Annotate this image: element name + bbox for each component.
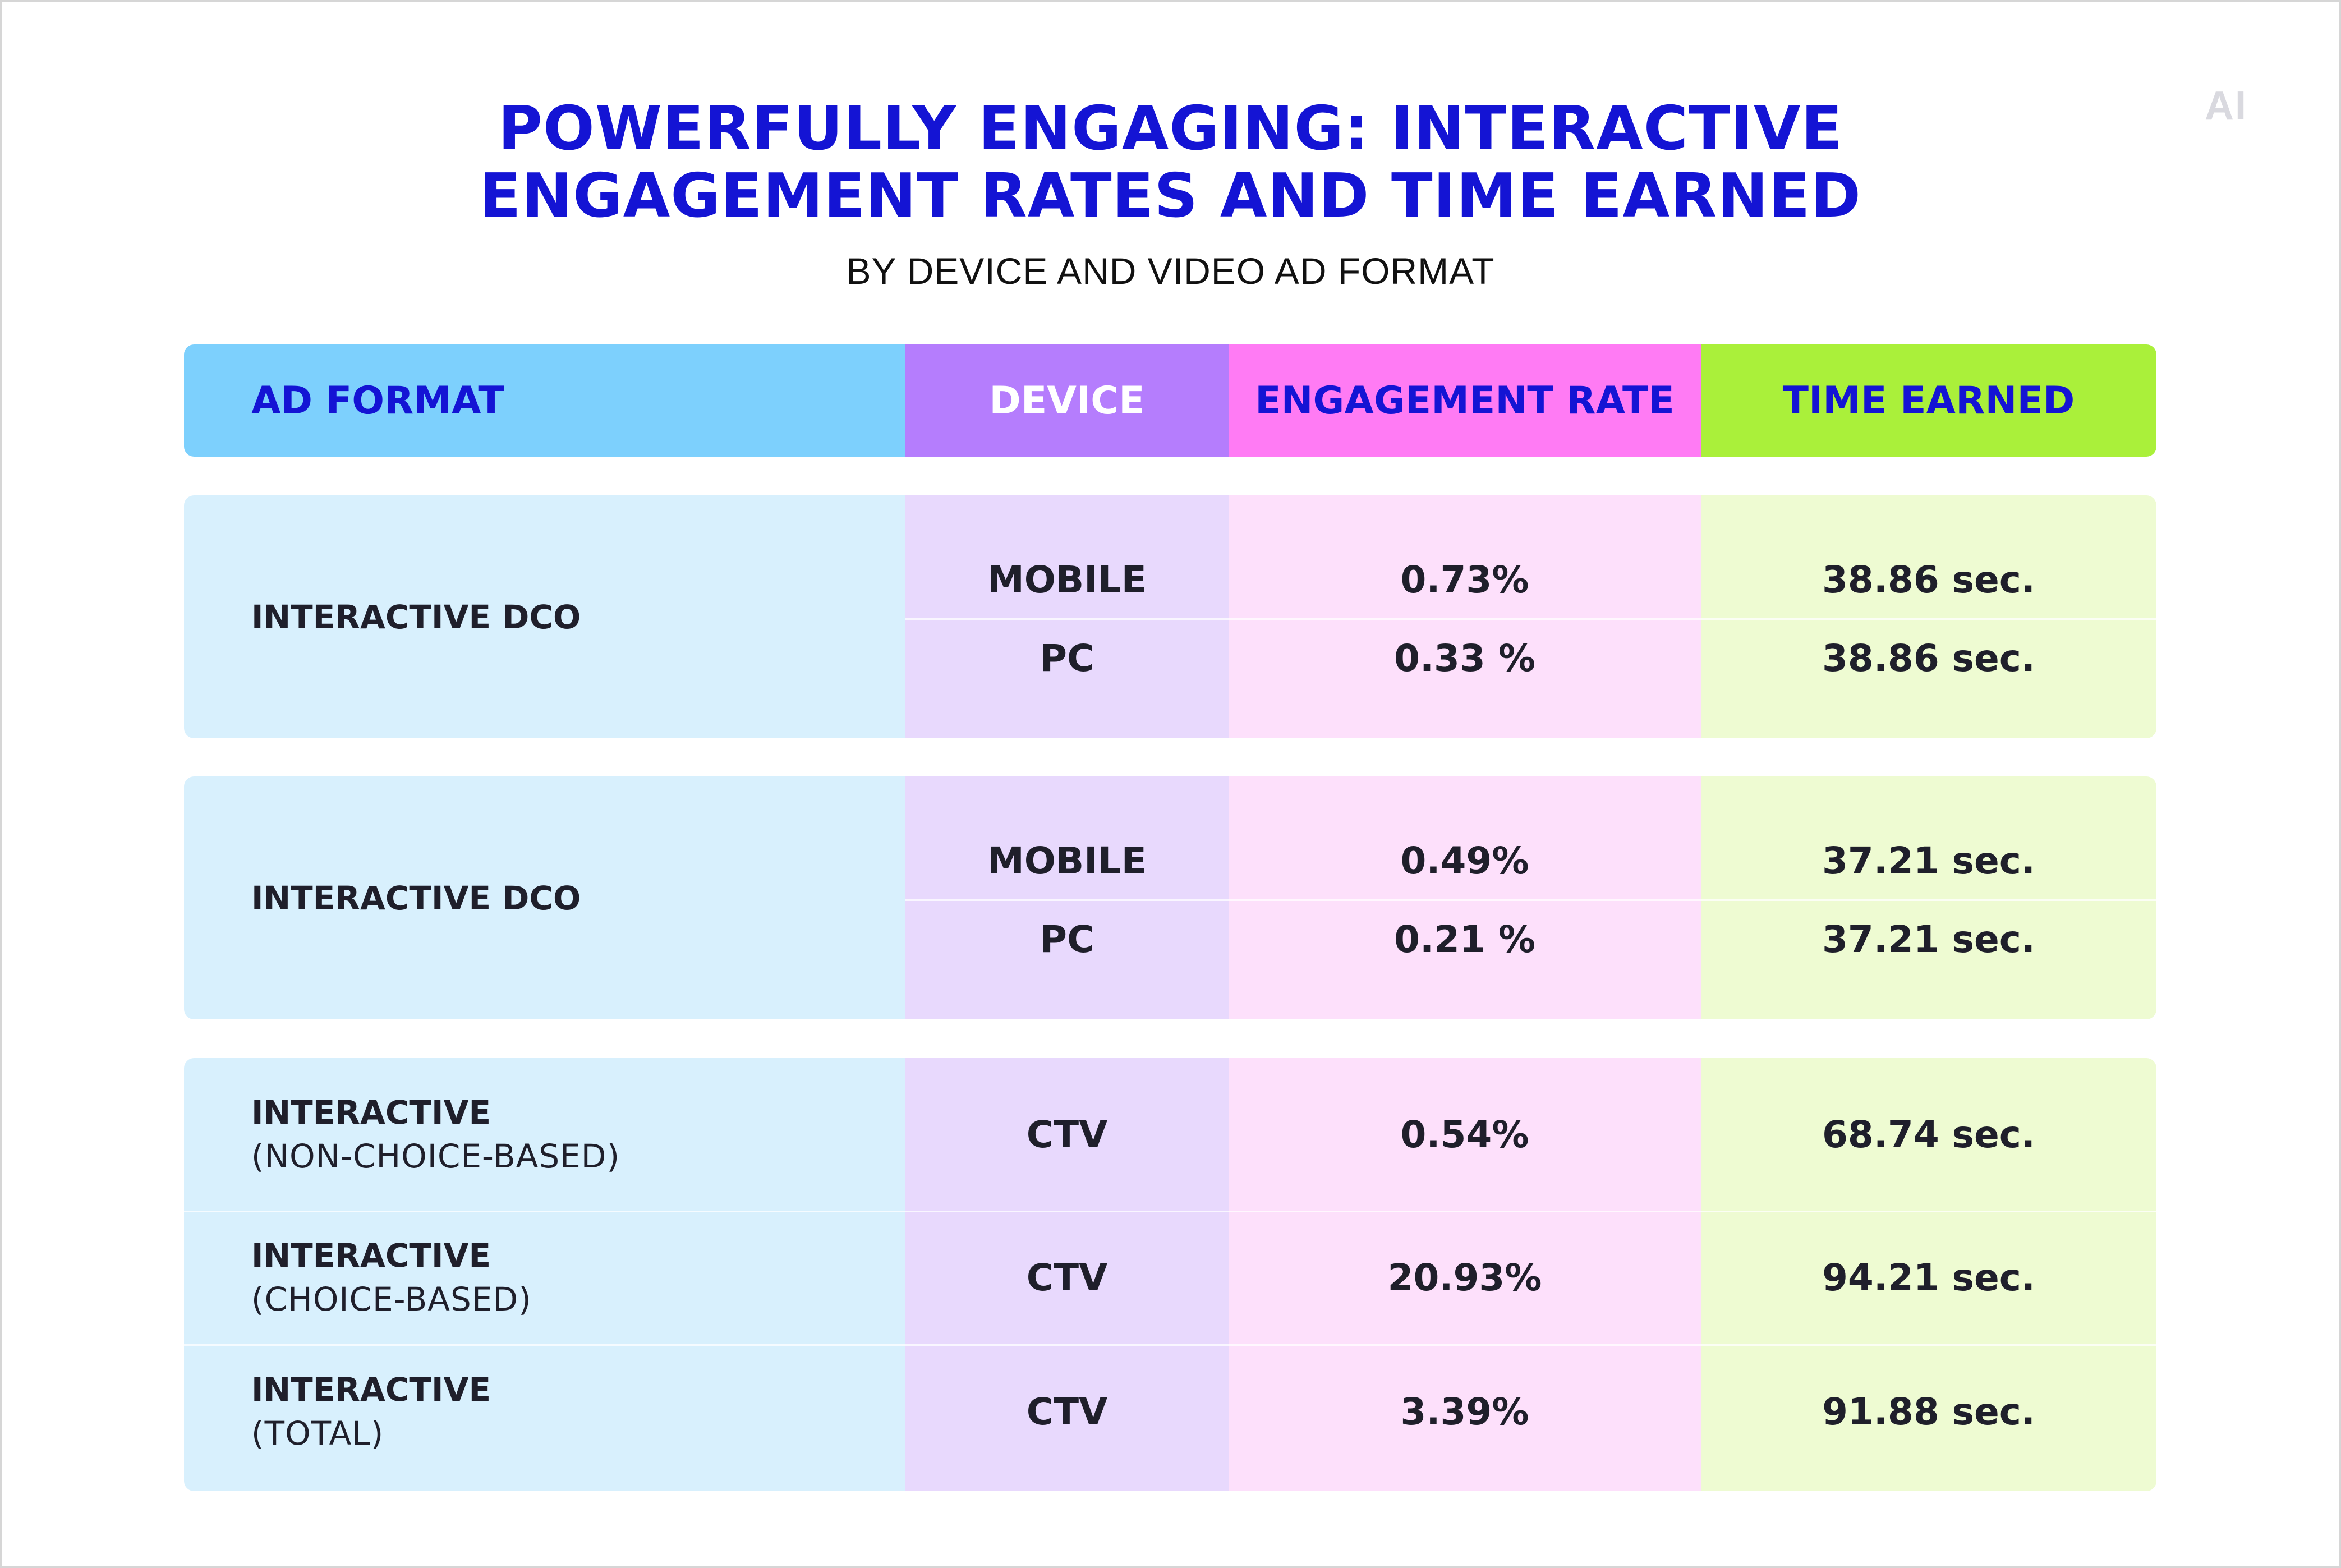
engagement-rate-cell: 0.73%	[1400, 558, 1529, 601]
time-earned-cell: 37.21 sec.	[1822, 839, 2035, 882]
ad-format-label: INTERACTIVE DCO	[251, 597, 581, 636]
logo-mark: AI	[2205, 84, 2247, 128]
engagement-rate-cell: 0.33 %	[1394, 636, 1535, 680]
ad-format-label: INTERACTIVE	[251, 1093, 491, 1132]
ad-format-cell: INTERACTIVE DCO	[251, 776, 581, 1019]
table-group-2: INTERACTIVE DCO MOBILE 0.49% 37.21 sec. …	[184, 776, 2156, 1019]
header-device: DEVICE	[905, 344, 1229, 457]
device-cell: PC	[1040, 917, 1094, 961]
ad-format-label: INTERACTIVE	[251, 1236, 491, 1275]
ad-format-label: INTERACTIVE DCO	[251, 879, 581, 917]
time-earned-cell: 38.86 sec.	[1822, 558, 2035, 601]
device-cell: CTV	[1026, 1256, 1108, 1299]
device-cell: CTV	[1026, 1390, 1108, 1433]
ad-format-label: INTERACTIVE	[251, 1371, 491, 1409]
ad-format-cell: INTERACTIVE DCO	[251, 495, 581, 738]
ad-format-detail: (NON-CHOICE-BASED)	[251, 1137, 620, 1175]
time-earned-cell: 37.21 sec.	[1822, 917, 2035, 961]
engagement-rate-cell: 3.39%	[1400, 1390, 1529, 1433]
chart-subtitle: BY DEVICE AND VIDEO AD FORMAT	[846, 250, 1495, 292]
time-earned-cell: 38.86 sec.	[1822, 636, 2035, 680]
chart-title-line-2: ENGAGEMENT RATES AND TIME EARNED	[479, 161, 1862, 231]
chart-title-line-1: POWERFULLY ENGAGING: INTERACTIVE	[498, 94, 1843, 164]
header-ad-format: AD FORMAT	[184, 344, 905, 457]
engagement-rate-cell: 0.21 %	[1394, 917, 1535, 961]
device-cell: CTV	[1026, 1112, 1108, 1156]
ad-format-cell: INTERACTIVE (CHOICE-BASED)	[251, 1211, 532, 1344]
header-time-earned: TIME EARNED	[1701, 344, 2156, 457]
time-earned-cell: 68.74 sec.	[1822, 1112, 2035, 1156]
time-earned-cell: 94.21 sec.	[1822, 1256, 2035, 1299]
device-cell: MOBILE	[987, 839, 1147, 882]
device-cell: MOBILE	[987, 558, 1147, 601]
device-cell: PC	[1040, 636, 1094, 680]
ad-format-cell: INTERACTIVE (TOTAL)	[251, 1344, 491, 1479]
ad-format-detail: (CHOICE-BASED)	[251, 1280, 532, 1318]
table-group-3: INTERACTIVE (NON-CHOICE-BASED) CTV 0.54%…	[184, 1058, 2156, 1491]
ad-format-detail: (TOTAL)	[251, 1414, 384, 1452]
engagement-rate-cell: 0.54%	[1400, 1112, 1529, 1156]
header-engagement-rate: ENGAGEMENT RATE	[1229, 344, 1701, 457]
engagement-rate-cell: 20.93%	[1387, 1256, 1542, 1299]
table-group-1: INTERACTIVE DCO MOBILE 0.73% 38.86 sec. …	[184, 495, 2156, 738]
ad-format-cell: INTERACTIVE (NON-CHOICE-BASED)	[251, 1058, 620, 1211]
engagement-rate-cell: 0.49%	[1400, 839, 1529, 882]
time-earned-cell: 91.88 sec.	[1822, 1390, 2035, 1433]
